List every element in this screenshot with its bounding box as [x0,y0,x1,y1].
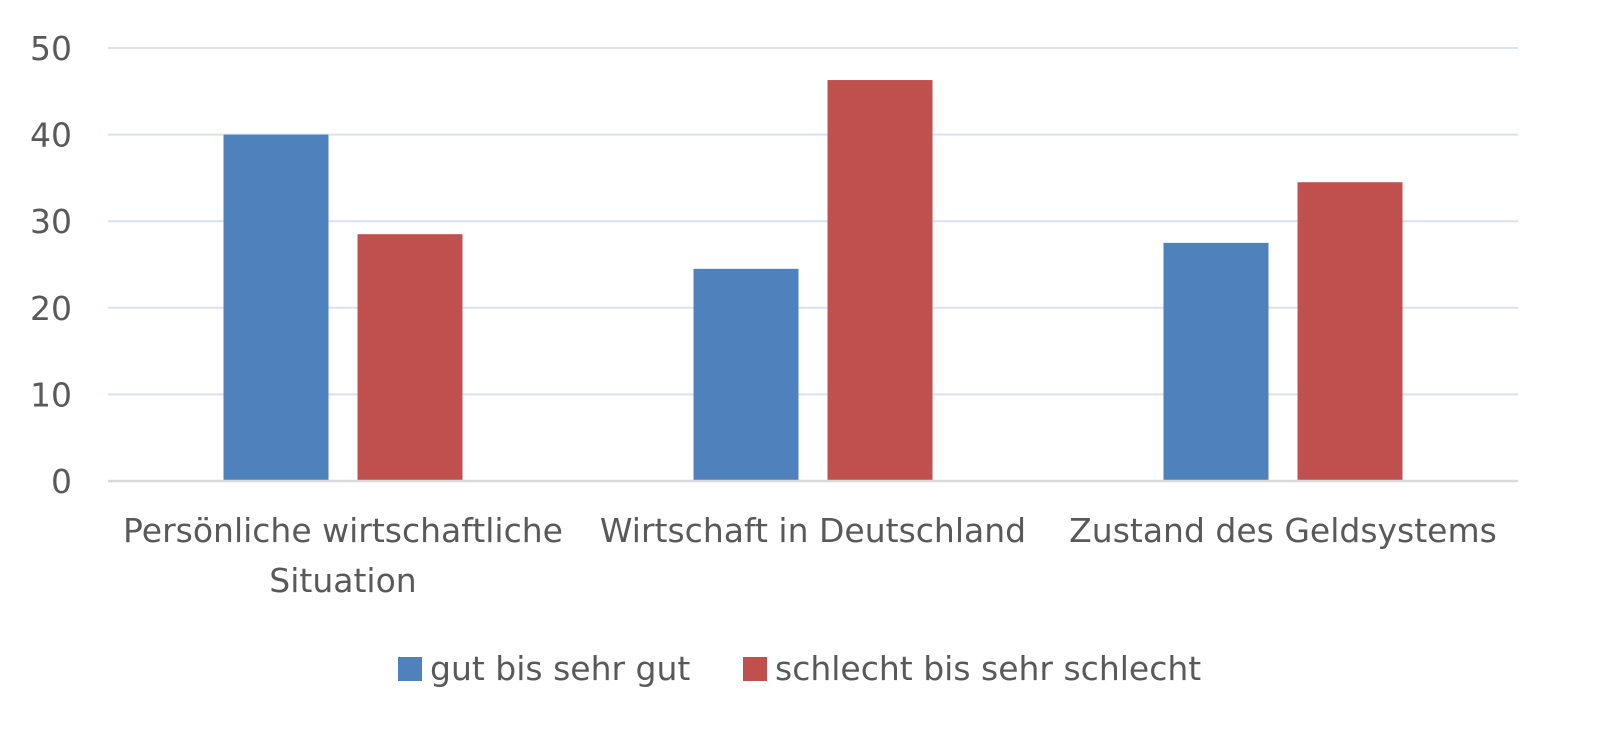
category-label: Zustand des Geldsystems [1069,511,1497,550]
legend-label: gut bis sehr gut [430,649,690,688]
category-label: Persönliche wirtschaftliche [123,511,563,550]
bar-gut-0 [223,134,329,481]
bars [223,80,1403,482]
legend-label: schlecht bis sehr schlecht [775,649,1201,688]
bar-gut-1 [693,268,799,481]
category-labels: Persönliche wirtschaftliche Situation Wirt… [123,511,1497,600]
y-tick-label: 50 [30,29,72,68]
bar-schlecht-0 [357,234,463,481]
y-axis-ticks: 0 10 20 30 40 50 [30,29,72,501]
bar-schlecht-2 [1297,182,1403,482]
y-tick-label: 10 [30,375,72,414]
category-label: Situation [269,561,416,600]
bar-gut-2 [1163,242,1269,481]
legend-swatch [743,657,767,681]
legend: gut bis sehr gut schlecht bis sehr schlec… [398,649,1201,688]
y-tick-label: 20 [30,289,72,328]
bar-schlecht-1 [827,80,933,482]
legend-swatch [398,657,422,681]
gridlines [108,47,1518,396]
y-tick-label: 30 [30,202,72,241]
y-tick-label: 0 [51,462,72,501]
y-tick-label: 40 [30,116,72,155]
category-label: Wirtschaft in Deutschland [600,511,1026,550]
